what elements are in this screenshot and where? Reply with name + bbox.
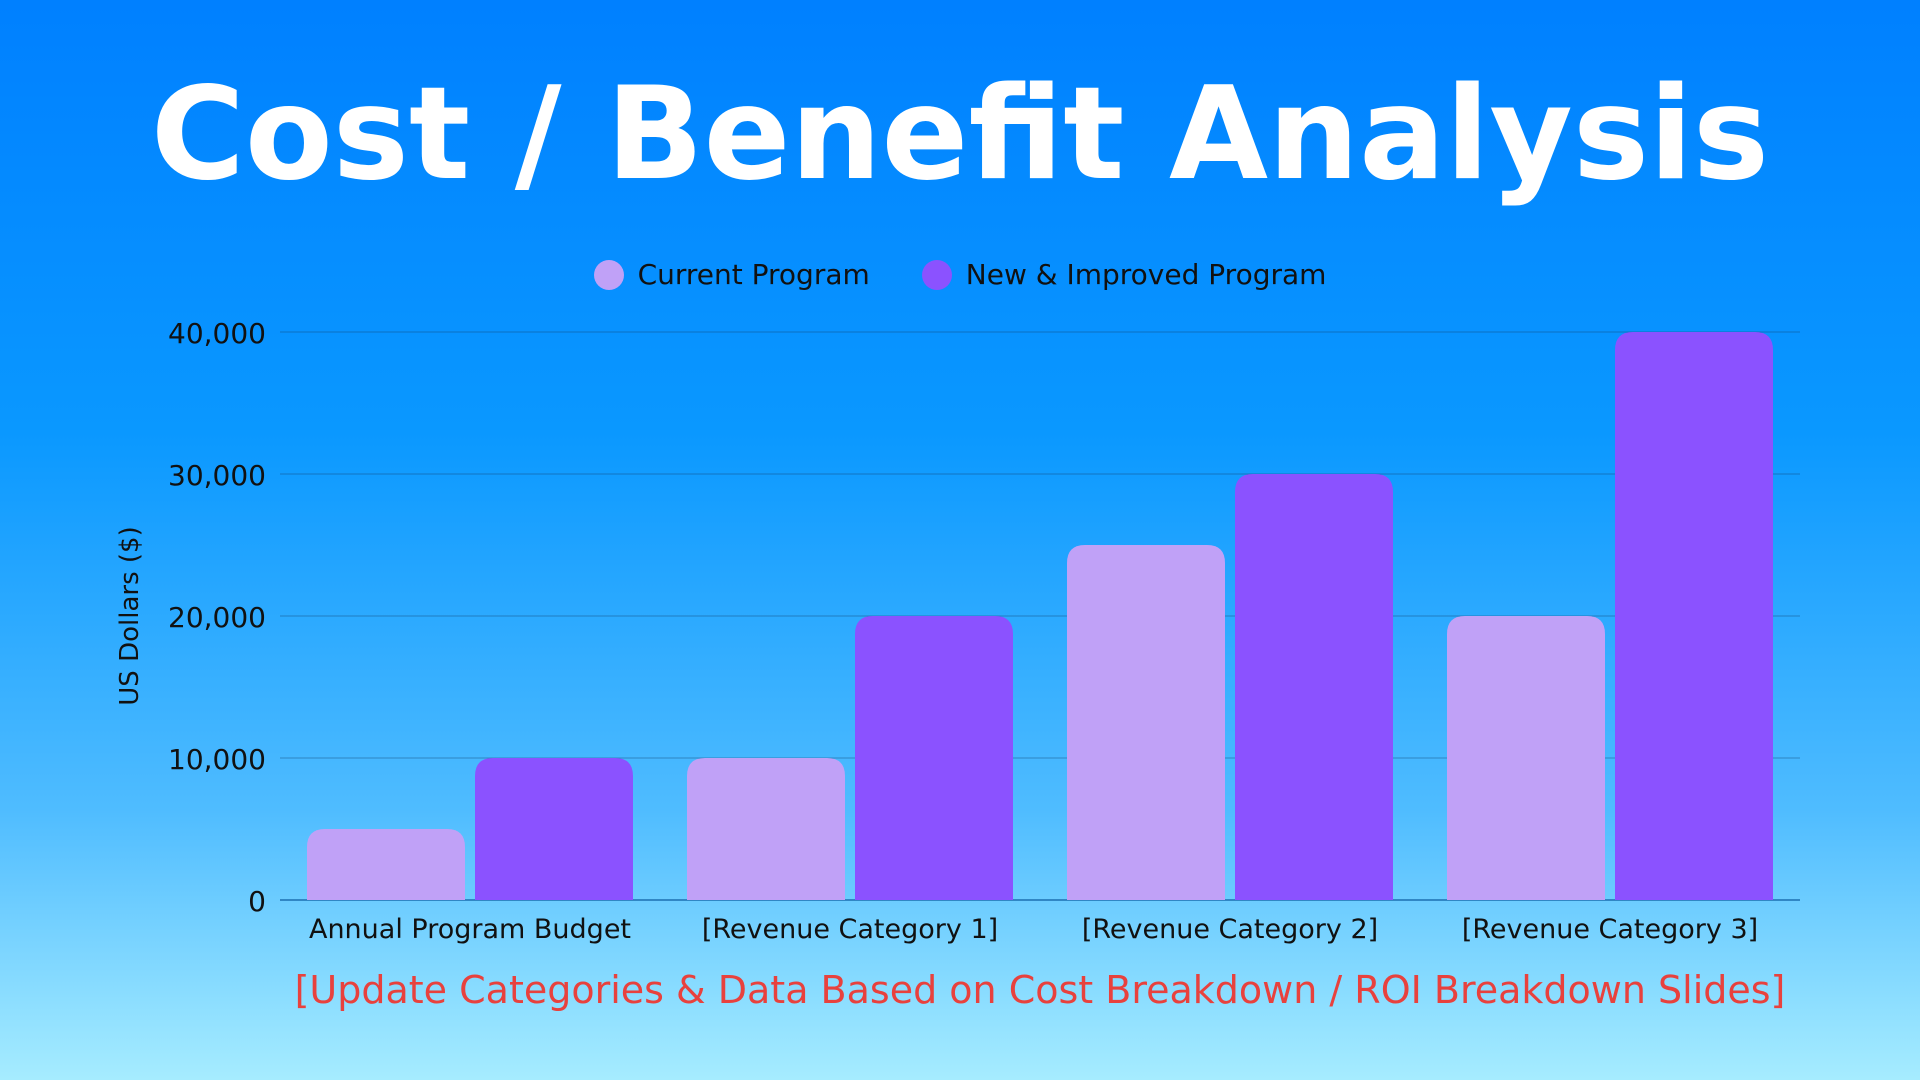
y-tick-label: 10,000 xyxy=(168,743,266,776)
legend-item-current: Current Program xyxy=(593,258,870,291)
bar-current-program xyxy=(1067,545,1225,900)
y-tick-label: 40,000 xyxy=(168,317,266,350)
x-tick-label: [Revenue Category 3] xyxy=(1462,914,1758,945)
legend-label-improved: New & Improved Program xyxy=(965,258,1327,291)
bar-current-program xyxy=(687,758,845,900)
y-tick-label: 30,000 xyxy=(168,459,266,492)
page-title: Cost / Benefit Analysis xyxy=(150,60,1770,209)
bar-new-improved-program xyxy=(855,616,1013,900)
bar-new-improved-program xyxy=(475,758,633,900)
legend-label-current: Current Program xyxy=(637,258,870,291)
bar-new-improved-program xyxy=(1615,332,1773,900)
bar-new-improved-program xyxy=(1235,474,1393,900)
y-tick-label: 20,000 xyxy=(168,601,266,634)
legend-swatch-improved xyxy=(921,259,952,290)
y-axis-label: US Dollars ($) xyxy=(115,526,145,705)
x-tick-label: [Revenue Category 1] xyxy=(702,914,998,945)
x-tick-label: Annual Program Budget xyxy=(309,914,631,945)
y-tick-label: 0 xyxy=(248,885,266,918)
x-tick-label: [Revenue Category 2] xyxy=(1082,914,1378,945)
bar-current-program xyxy=(307,829,465,900)
chart-legend: Current Program New & Improved Program xyxy=(0,258,1920,291)
legend-swatch-current xyxy=(593,259,624,290)
chart-footnote: [Update Categories & Data Based on Cost … xyxy=(294,968,1786,1012)
legend-item-improved: New & Improved Program xyxy=(921,258,1327,291)
bar-current-program xyxy=(1447,616,1605,900)
